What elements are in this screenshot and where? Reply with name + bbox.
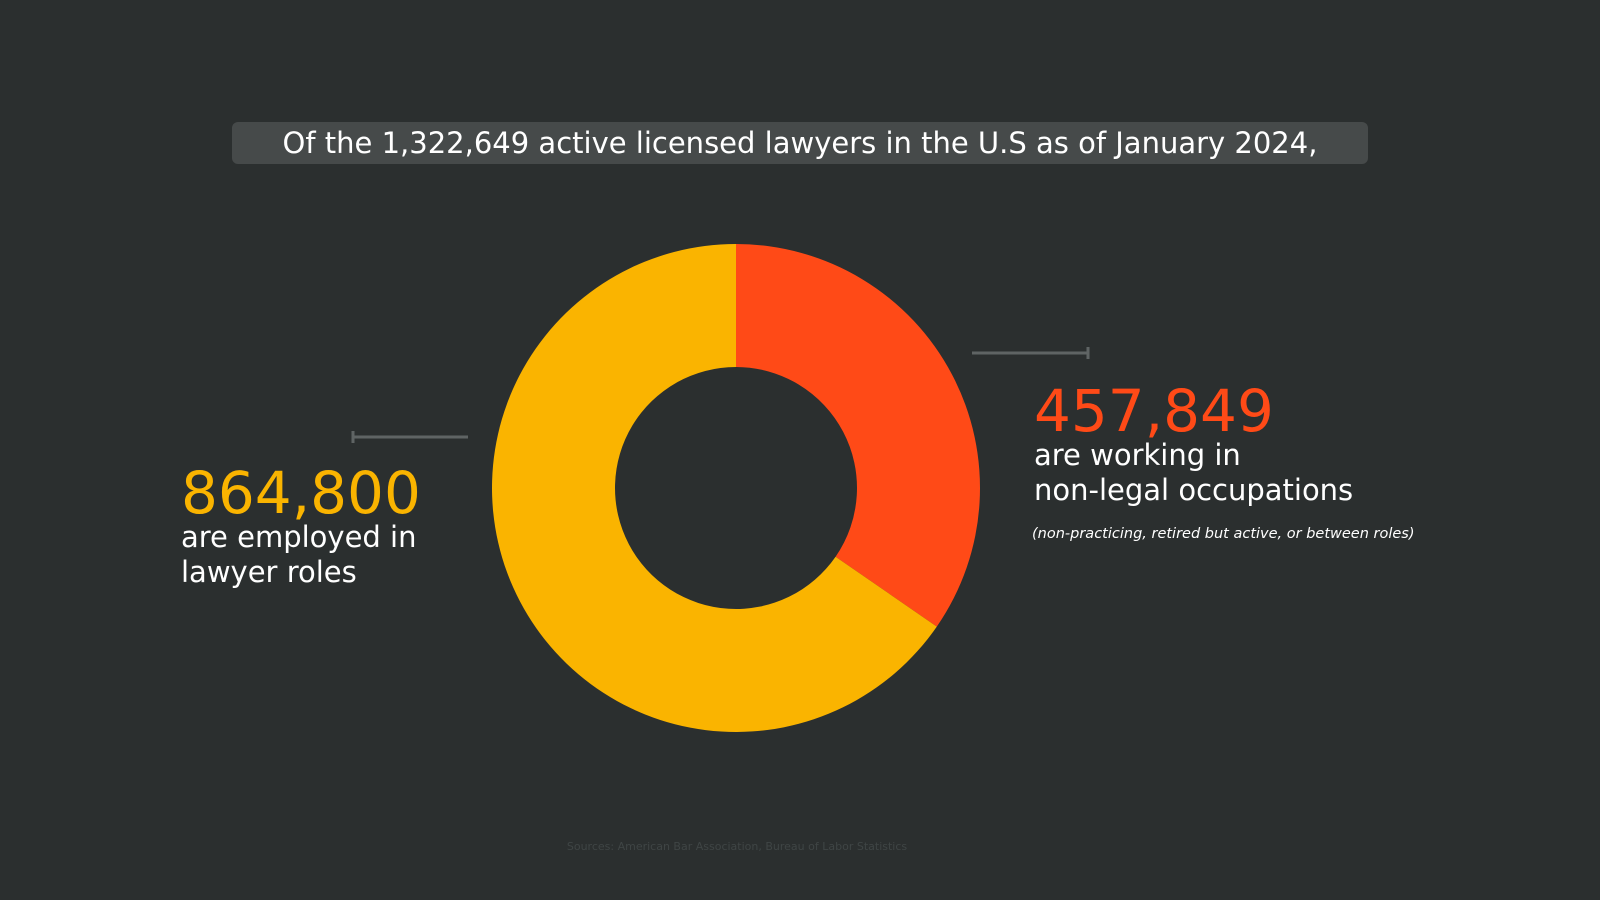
category-label: are employed in bbox=[181, 520, 416, 554]
value-label: 457,849 bbox=[1034, 377, 1274, 445]
leader-right bbox=[972, 347, 1090, 359]
leader-left bbox=[351, 431, 468, 443]
category-label: are working in bbox=[1034, 438, 1241, 472]
source: Sources: American Bar Association, Burea… bbox=[567, 840, 908, 853]
value-label: 864,800 bbox=[181, 459, 421, 527]
donut-segment bbox=[491, 244, 937, 732]
title-pill bbox=[232, 122, 1368, 164]
donut-segment bbox=[736, 244, 980, 627]
category-label: non-legal occupations bbox=[1034, 473, 1353, 507]
chart-title: Of the 1,322,649 active licensed lawyers… bbox=[283, 126, 1318, 160]
note: (non-practicing, retired but active, or … bbox=[1032, 526, 1415, 542]
category-label: lawyer roles bbox=[181, 555, 357, 589]
